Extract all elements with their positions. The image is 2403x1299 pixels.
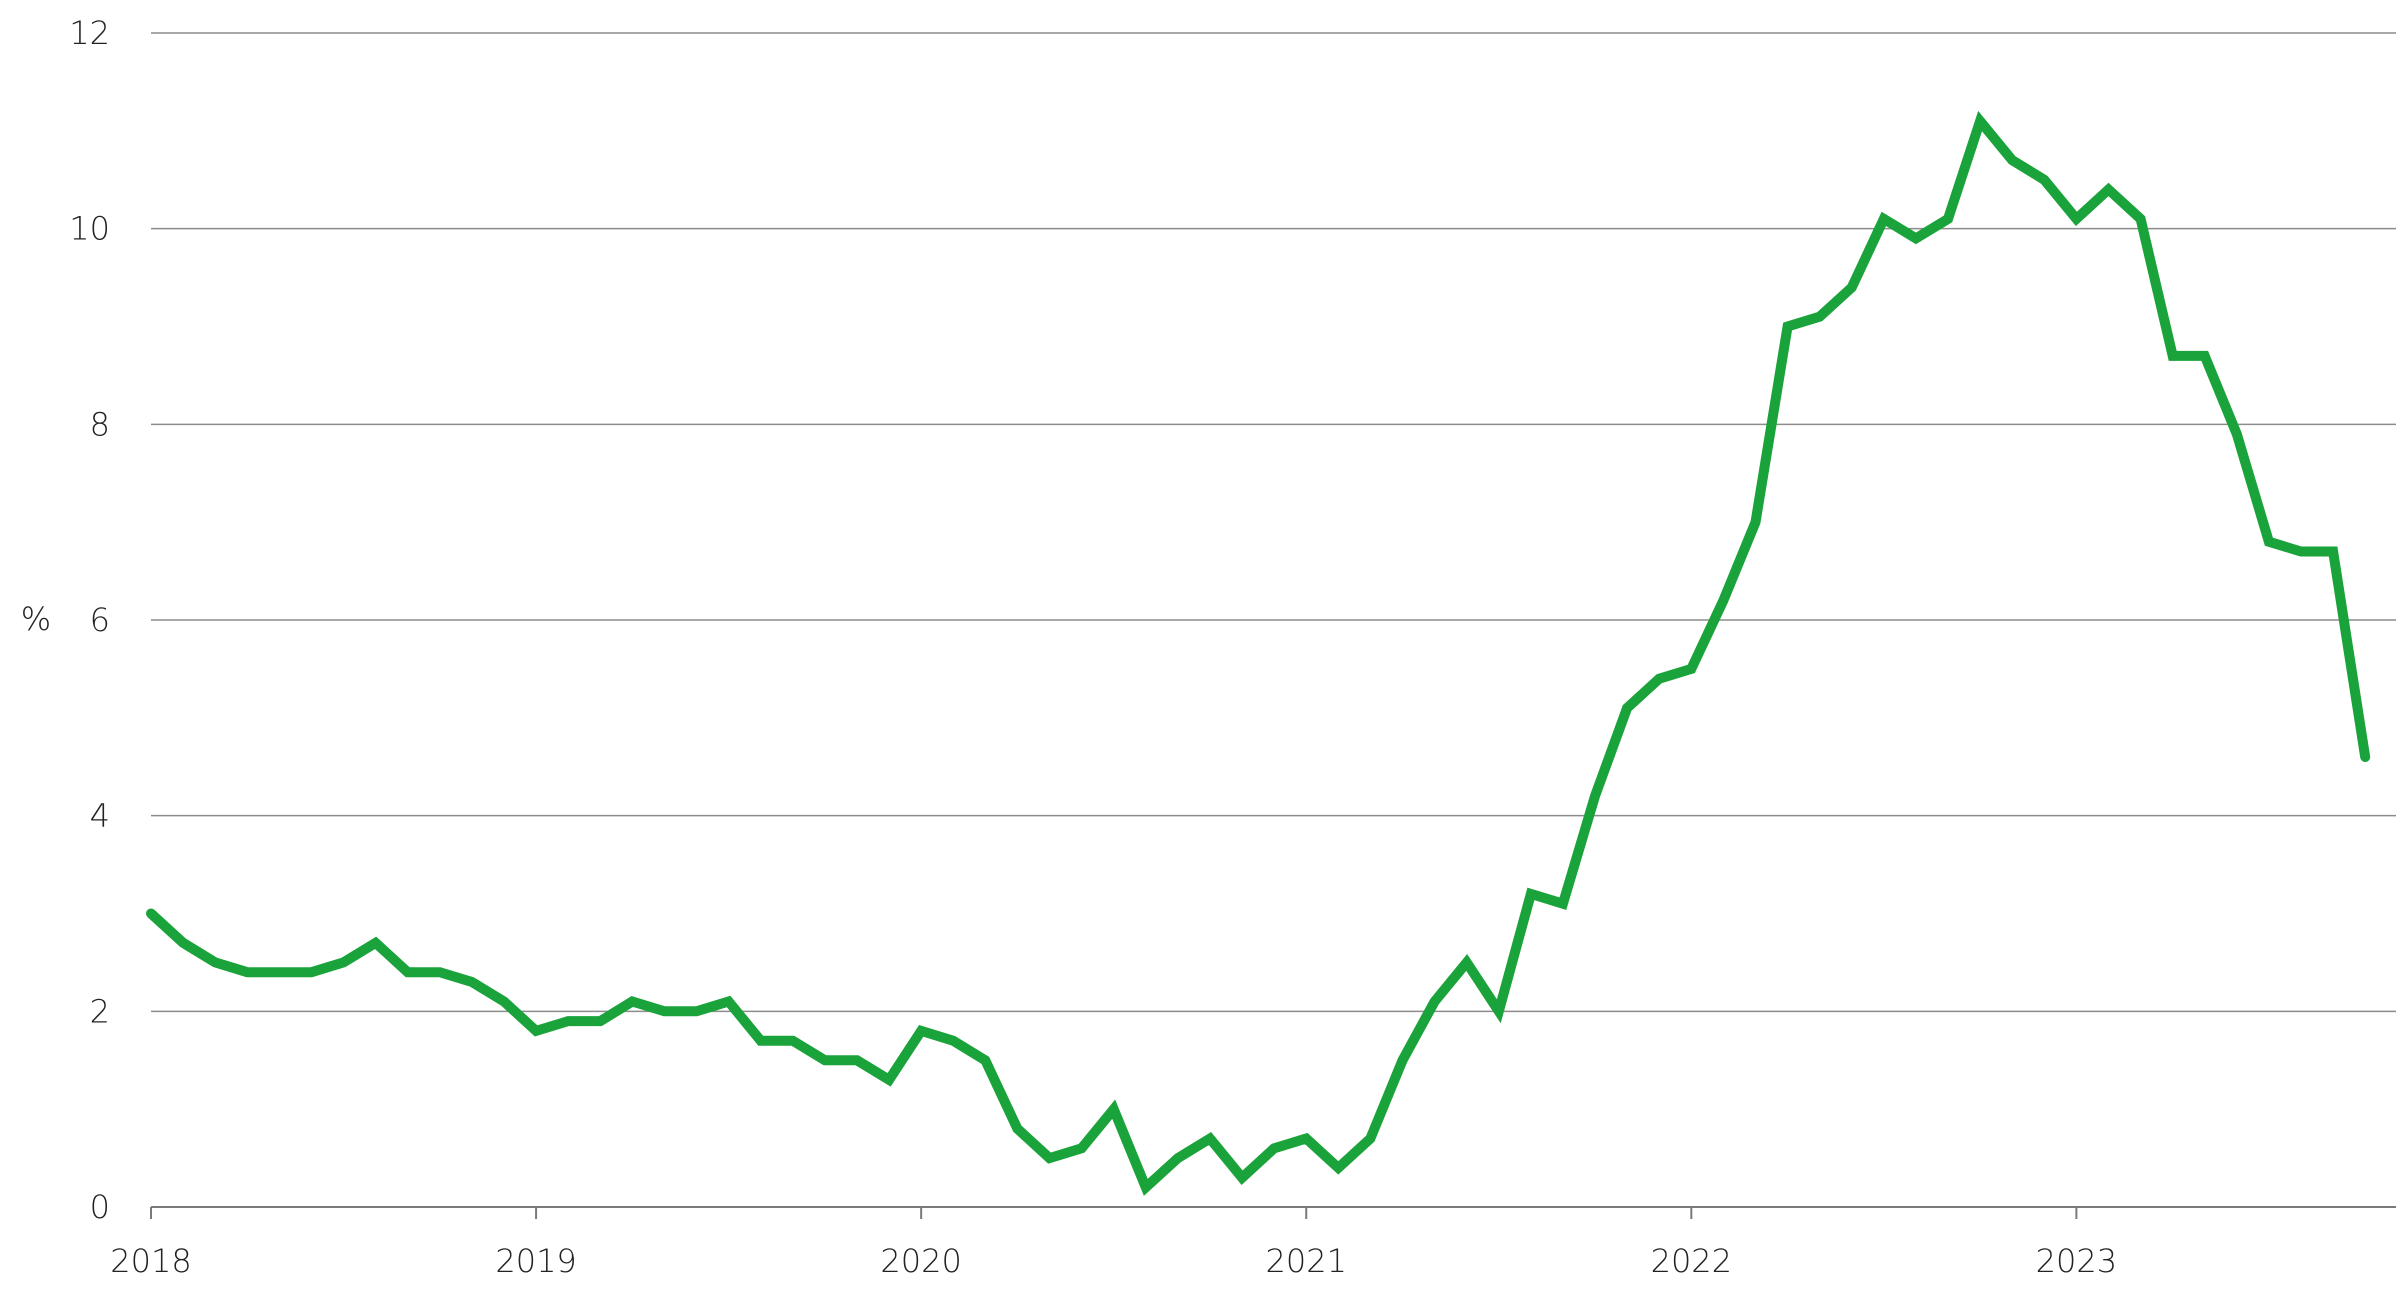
y-tick-labels: 0 2 4 6 8 10 12 (69, 14, 110, 1226)
y-tick-label: 10 (69, 210, 110, 248)
series-layer (146, 110, 2371, 1196)
y-tick-label: 2 (90, 992, 110, 1030)
series-line-0 (146, 110, 2371, 1196)
gridlines (151, 32, 2396, 1013)
x-tick-label: 2021 (1266, 1242, 1347, 1280)
x-tick-label: 2019 (495, 1242, 576, 1280)
x-tick-label: 2020 (880, 1242, 961, 1280)
x-tick-labels: 2018 2019 2020 2021 2022 2023 (110, 1207, 2117, 1280)
y-axis-unit-label: % (21, 600, 51, 638)
y-tick-label: 8 (90, 405, 110, 443)
x-tick-label: 2023 (2036, 1242, 2117, 1280)
y-tick-label: 6 (90, 601, 110, 639)
y-tick-label: 0 (90, 1188, 110, 1226)
x-tick-label: 2022 (1651, 1242, 1732, 1280)
y-tick-label: 12 (69, 14, 110, 52)
x-tick-label: 2018 (110, 1242, 191, 1280)
y-tick-label: 4 (90, 797, 110, 835)
